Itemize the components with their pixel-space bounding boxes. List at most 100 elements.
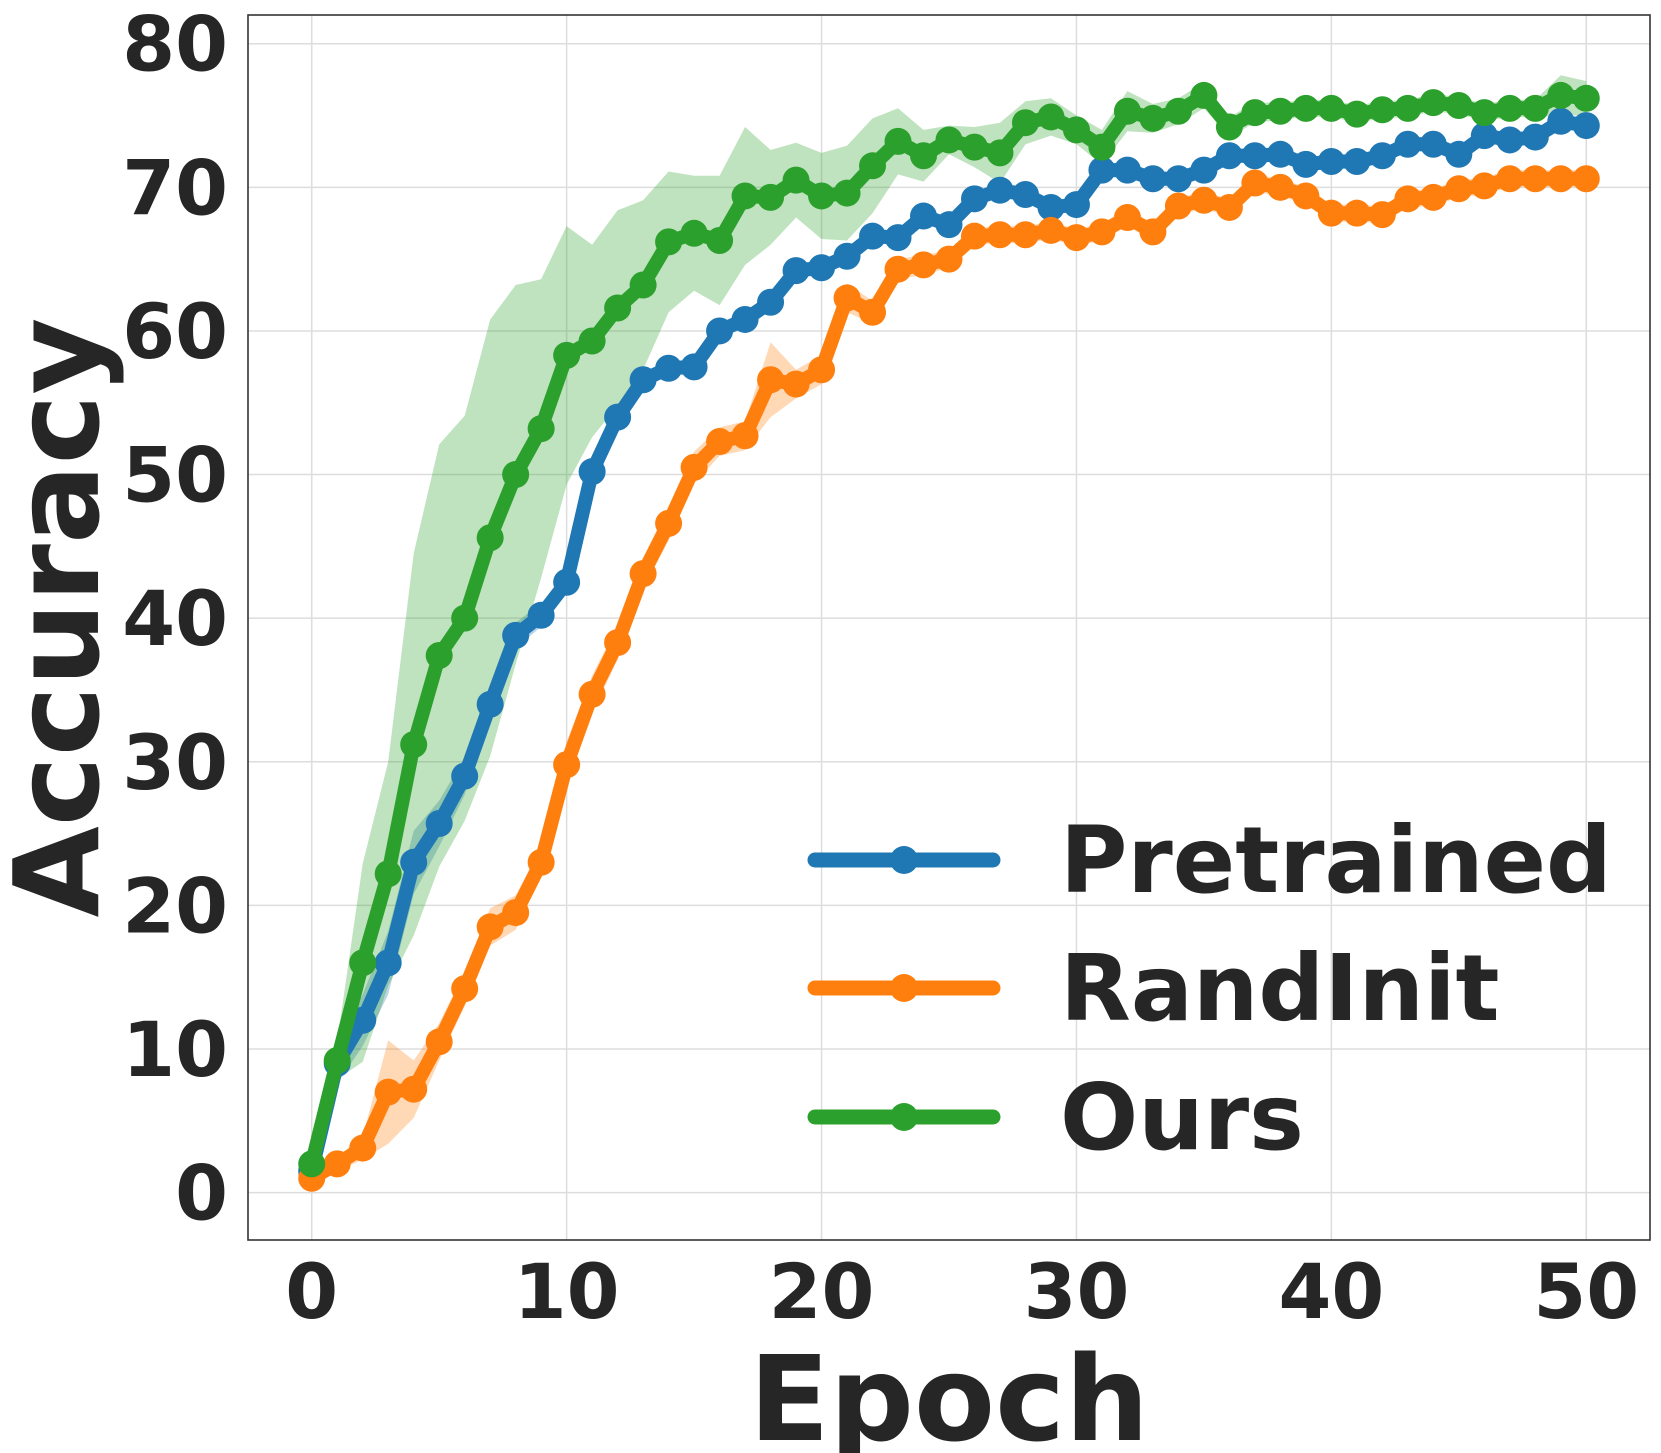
- randinit-point-50: [1572, 165, 1600, 193]
- ours-point-6: [451, 604, 479, 632]
- randinit-point-33: [1139, 218, 1167, 246]
- x-tick-label-50: 50: [1533, 1247, 1639, 1336]
- ours-point-4: [400, 731, 428, 759]
- pretrained-point-44: [1419, 130, 1447, 158]
- ours-point-3: [374, 860, 402, 888]
- ours-point-26: [960, 133, 988, 161]
- ours-point-16: [706, 226, 734, 254]
- x-tick-label-0: 0: [285, 1247, 338, 1336]
- ours-point-43: [1394, 94, 1422, 122]
- randinit-point-26: [960, 222, 988, 250]
- ours-point-48: [1521, 94, 1549, 122]
- ours-point-47: [1496, 94, 1524, 122]
- pretrained-point-24: [910, 202, 938, 230]
- pretrained-point-42: [1368, 142, 1396, 170]
- randinit-point-3: [374, 1078, 402, 1106]
- ours-point-22: [859, 152, 887, 180]
- randinit-point-1: [323, 1150, 351, 1178]
- pretrained-point-30: [1062, 191, 1090, 219]
- x-tick-label-30: 30: [1024, 1247, 1130, 1336]
- ours-point-35: [1190, 81, 1218, 109]
- ours-point-30: [1062, 116, 1090, 144]
- ours-point-14: [655, 228, 683, 256]
- ours-point-45: [1445, 91, 1473, 119]
- pretrained-point-13: [629, 366, 657, 394]
- pretrained-series: [298, 107, 1600, 1185]
- ours-point-20: [808, 182, 836, 210]
- x-tick-labels: 0 10 20 30 40 50: [285, 1247, 1639, 1336]
- pretrained-point-31: [1088, 156, 1116, 184]
- pretrained-point-47: [1496, 126, 1524, 154]
- randinit-point-49: [1547, 165, 1575, 193]
- legend: Pretrained RandInit Ours: [807, 807, 1612, 1171]
- randinit-point-45: [1445, 175, 1473, 203]
- randinit-point-23: [884, 255, 912, 283]
- ours-point-33: [1139, 104, 1167, 132]
- ours-point-0: [298, 1150, 326, 1178]
- randinit-point-10: [553, 751, 581, 779]
- pretrained-point-14: [655, 354, 683, 382]
- randinit-point-18: [757, 366, 785, 394]
- ours-point-10: [553, 341, 581, 369]
- randinit-point-39: [1292, 182, 1320, 210]
- ours-point-37: [1241, 99, 1269, 127]
- y-tick-label-30: 30: [122, 718, 228, 807]
- randinit-point-44: [1419, 183, 1447, 211]
- ours-point-12: [604, 294, 632, 322]
- randinit-point-6: [451, 975, 479, 1003]
- randinit-point-41: [1343, 199, 1371, 227]
- y-tick-label-50: 50: [122, 431, 228, 520]
- pretrained-point-15: [680, 353, 708, 381]
- ours-point-7: [476, 524, 504, 552]
- pretrained-point-32: [1113, 156, 1141, 184]
- ours-point-29: [1037, 103, 1065, 131]
- pretrained-point-3: [374, 949, 402, 977]
- x-tick-label-40: 40: [1278, 1247, 1384, 1336]
- randinit-point-47: [1496, 165, 1524, 193]
- x-axis-label: Epoch: [749, 1330, 1149, 1453]
- ours-point-8: [502, 461, 530, 489]
- x-tick-label-10: 10: [514, 1247, 620, 1336]
- randinit-point-28: [1011, 221, 1039, 249]
- legend-pretrained-label: Pretrained: [1060, 807, 1612, 914]
- ours-point-40: [1317, 94, 1345, 122]
- randinit-point-13: [629, 560, 657, 588]
- pretrained-point-20: [808, 254, 836, 282]
- pretrained-point-49: [1547, 107, 1575, 135]
- randinit-point-9: [527, 848, 555, 876]
- randinit-point-32: [1113, 203, 1141, 231]
- pretrained-point-27: [986, 176, 1014, 204]
- ours-point-21: [833, 179, 861, 207]
- randinit-point-48: [1521, 165, 1549, 193]
- ours-point-17: [731, 182, 759, 210]
- pretrained-point-12: [604, 403, 632, 431]
- ours-point-23: [884, 127, 912, 155]
- y-tick-label-20: 20: [122, 861, 228, 950]
- randinit-point-40: [1317, 199, 1345, 227]
- pretrained-point-39: [1292, 150, 1320, 178]
- randinit-point-25: [935, 245, 963, 273]
- pretrained-point-26: [960, 185, 988, 213]
- ours-point-9: [527, 415, 555, 443]
- ours-point-31: [1088, 133, 1116, 161]
- pretrained-point-43: [1394, 130, 1422, 158]
- ours-point-28: [1011, 109, 1039, 137]
- ours-point-46: [1470, 99, 1498, 127]
- ours-point-5: [425, 642, 453, 670]
- ours-point-44: [1419, 89, 1447, 117]
- randinit-point-5: [425, 1028, 453, 1056]
- y-tick-label-0: 0: [175, 1149, 228, 1238]
- ours-point-42: [1368, 96, 1396, 124]
- randinit-point-11: [578, 680, 606, 708]
- ours-point-1: [323, 1046, 351, 1074]
- pretrained-point-36: [1215, 142, 1243, 170]
- ours-series: [298, 81, 1600, 1178]
- grid-lines: [248, 15, 1650, 1240]
- ours-point-19: [782, 166, 810, 194]
- randinit-point-20: [808, 356, 836, 384]
- pretrained-point-5: [425, 810, 453, 838]
- randinit-point-30: [1062, 224, 1090, 252]
- y-tick-label-60: 60: [122, 287, 228, 376]
